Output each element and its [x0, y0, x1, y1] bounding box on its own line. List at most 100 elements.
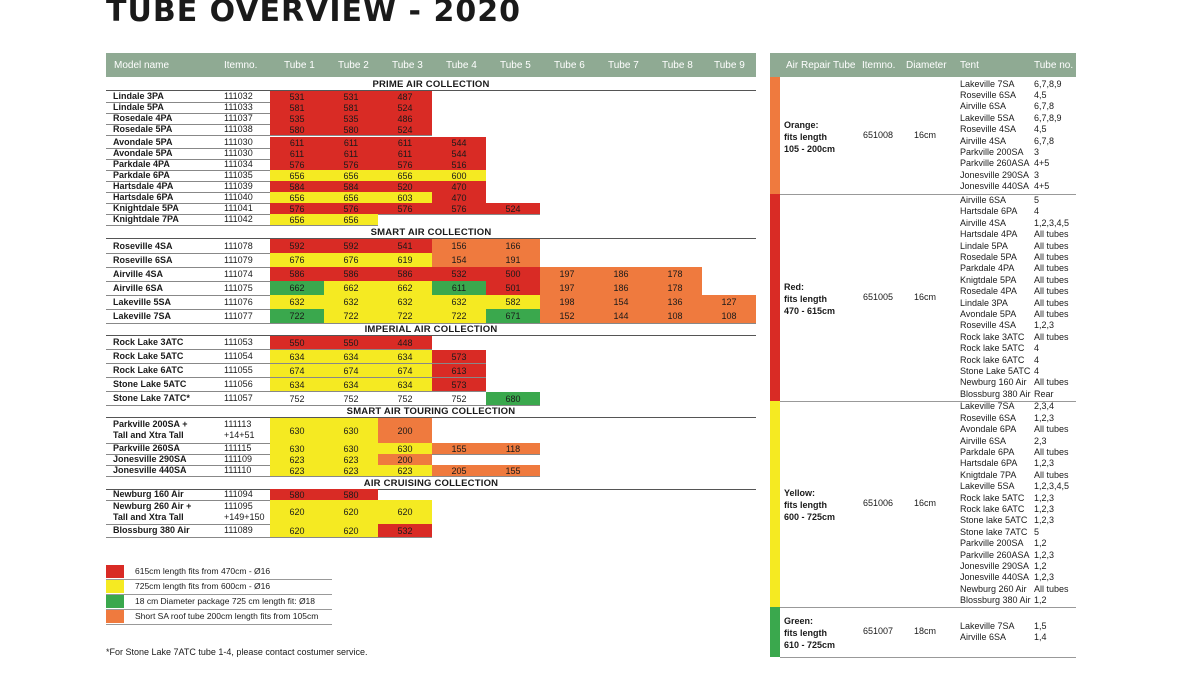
tube-cell: 544	[432, 148, 486, 159]
tube-numbers: 2,3	[1034, 435, 1047, 446]
tube-cell: 611	[324, 137, 378, 148]
label-line: Red:	[784, 281, 804, 292]
model-name: Roseville 4SA	[113, 240, 173, 251]
tube-cell: 584	[324, 181, 378, 192]
column-header: Tent	[960, 60, 979, 71]
column-header: Tube no.	[1034, 60, 1074, 71]
column-header: Tube 9	[714, 60, 745, 71]
tube-cell: 580	[324, 489, 378, 500]
legend-divider	[106, 609, 332, 610]
tube-cell: 623	[270, 454, 324, 465]
tent-name: Roseville 6SA	[960, 412, 1017, 423]
tube-cell: 611	[324, 148, 378, 159]
row-divider	[106, 124, 432, 125]
tube-cell: 186	[594, 281, 648, 295]
tube-numbers: 1,2,3,4,5	[1034, 481, 1070, 492]
label-line: Orange:	[784, 119, 819, 130]
tube-cell: 154	[594, 295, 648, 309]
label-line: fits length	[784, 131, 827, 142]
divider	[106, 238, 756, 239]
tube-cell: 611	[432, 281, 486, 295]
label-line: fits length	[784, 628, 827, 638]
tube-numbers: All tubes	[1034, 377, 1069, 388]
page-title: TUBE OVERVIEW - 2020	[106, 0, 521, 29]
item-number: 111094	[224, 489, 253, 499]
item-number: 111109	[224, 454, 253, 464]
tube-cell: 576	[432, 203, 486, 214]
tent-name: Airville 6SA	[960, 435, 1007, 446]
tube-cell: 118	[486, 443, 540, 454]
model-name: Lakeville 5SA	[113, 296, 172, 307]
tube-cell: 630	[378, 443, 432, 454]
tube-cell: 144	[594, 309, 648, 323]
tent-name: Roseville 4SA	[960, 320, 1017, 331]
tube-cell: 576	[270, 159, 324, 170]
tube-numbers: 1,2,3	[1034, 320, 1055, 331]
row-divider	[106, 323, 756, 324]
tube-numbers: All tubes	[1034, 240, 1069, 251]
tube-cell: 152	[540, 309, 594, 323]
tube-numbers: 4,5	[1034, 89, 1047, 100]
tube-cell: 541	[378, 239, 432, 253]
tube-numbers: All tubes	[1034, 424, 1069, 435]
column-header: Itemno.	[224, 60, 258, 71]
tube-numbers: 1,2,3	[1034, 492, 1055, 503]
tube-cell: 623	[270, 465, 324, 476]
column-header: Tube 6	[554, 60, 585, 71]
tube-cell: 752	[451, 393, 467, 404]
tube-cell: 108	[648, 309, 702, 323]
tube-numbers: 6,7,8,9	[1034, 112, 1062, 123]
tube-numbers: All tubes	[1034, 263, 1069, 274]
tube-numbers: All tubes	[1034, 274, 1069, 285]
model-name: Rosedale 4PA	[113, 113, 173, 123]
row-divider	[106, 465, 432, 466]
model-name: Rock Lake 6ATC	[113, 365, 184, 375]
tent-name: Hartsdale 6PA	[960, 206, 1018, 217]
tube-cell: 623	[378, 465, 432, 476]
item-number: 111110	[224, 465, 252, 475]
divider	[106, 335, 756, 336]
tube-cell: 197	[540, 267, 594, 281]
tube-cell: 603	[378, 192, 432, 203]
item-number: 111053	[224, 337, 253, 347]
tent-name: Parkville 260ASA	[960, 549, 1030, 560]
tube-color-label: Yellow: fits length 600 - 725cm	[784, 487, 835, 523]
repair-item-number: 651006	[863, 498, 894, 508]
tent-name: Airville 6SA	[960, 632, 1007, 642]
tube-cell: 535	[324, 113, 378, 124]
tent-name: Avondale 6PA	[960, 424, 1017, 435]
tube-numbers: Rear	[1034, 388, 1054, 399]
tube-cell: 674	[270, 364, 324, 377]
tent-name: Jonesville 290SA	[960, 561, 1030, 571]
label-line: fits length	[784, 293, 827, 304]
footnote: *For Stone Lake 7ATC tube 1-4, please co…	[106, 647, 368, 657]
tent-name: Rosedale 4PA	[960, 286, 1017, 297]
tube-cell: 676	[270, 253, 324, 267]
tube-cell: 576	[378, 159, 432, 170]
tube-numbers: 4	[1034, 365, 1040, 376]
tube-cell: 155	[486, 465, 540, 476]
tube-cell: 623	[324, 465, 378, 476]
tube-cell: 155	[432, 443, 486, 454]
item-number: 111113 +14+51	[224, 419, 255, 440]
row-divider	[106, 476, 540, 477]
tube-numbers: 3	[1034, 146, 1040, 157]
tube-cell: 580	[270, 489, 324, 500]
model-name: Parkville 260SA	[113, 443, 181, 453]
tube-cell: 752	[289, 393, 305, 404]
tent-name: Roseville 4SA	[960, 124, 1017, 135]
tube-cell: 198	[540, 295, 594, 309]
tube-numbers: 4+5	[1034, 181, 1050, 192]
model-name: Knightdale 5PA	[113, 203, 179, 213]
tube-numbers: All tubes	[1034, 583, 1069, 594]
tent-name: Airville 4SA	[960, 135, 1007, 146]
tube-numbers: 1,2,3	[1034, 504, 1055, 514]
item-number: 111055	[224, 365, 253, 375]
tube-cell: 722	[324, 309, 378, 323]
tent-name: Blossburg 380 Air	[960, 388, 1031, 399]
tent-name: Parkville 200SA	[960, 538, 1024, 549]
tent-name: Lakeville 5SA	[960, 481, 1015, 492]
legend-divider	[106, 594, 332, 595]
tube-cell: 535	[270, 113, 324, 124]
tent-name: Lakeville 7SA	[960, 78, 1015, 89]
